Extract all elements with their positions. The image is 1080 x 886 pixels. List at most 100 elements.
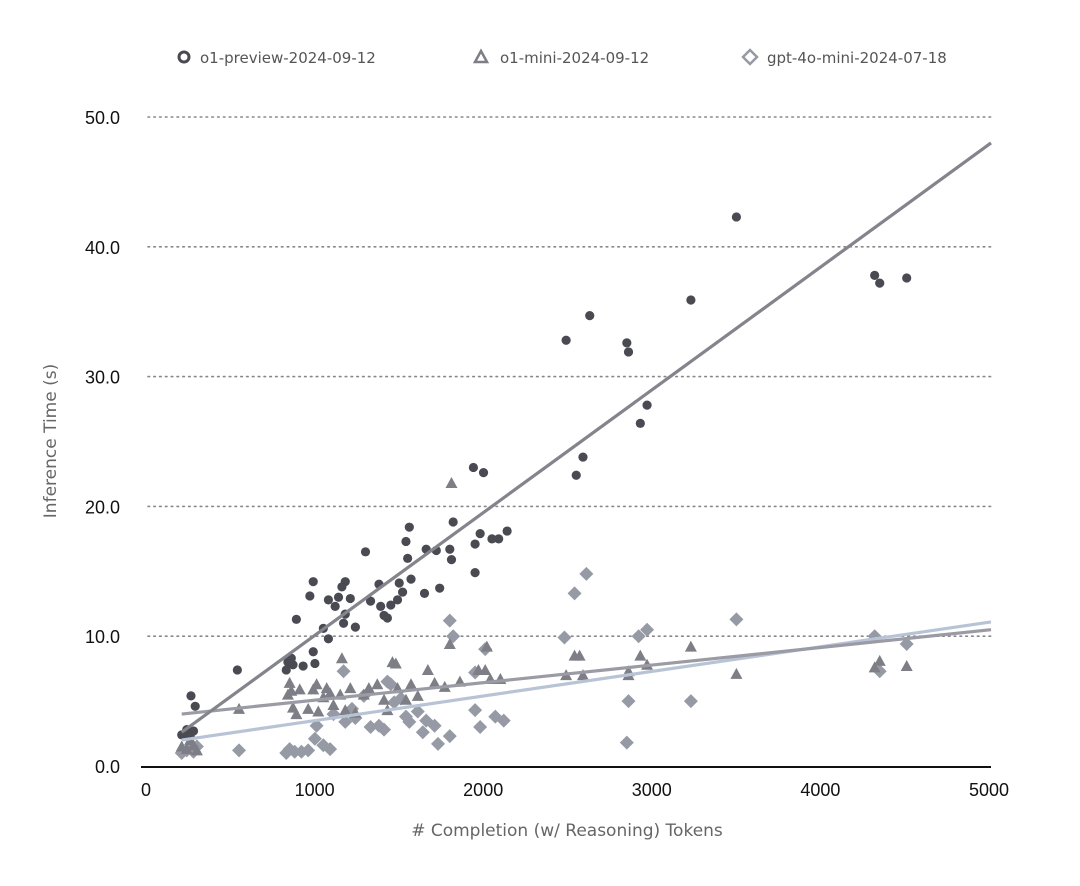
data-point-circle	[870, 270, 880, 280]
data-point-diamond	[621, 694, 636, 709]
data-point-diamond	[640, 622, 655, 637]
data-point-circle	[642, 400, 652, 410]
data-point-diamond	[442, 613, 457, 628]
legend-item-o1-preview: o1-preview-2024-09-12	[177, 49, 376, 67]
data-point-diamond	[473, 720, 488, 735]
data-point-circle	[470, 567, 480, 578]
data-point-diamond	[430, 736, 445, 751]
data-point-circle	[323, 595, 334, 605]
data-point-triangle	[480, 640, 493, 652]
data-point-triangle	[327, 698, 340, 710]
data-point-circle	[487, 534, 497, 544]
data-point-diamond	[567, 586, 582, 601]
data-point-triangle	[362, 682, 375, 694]
legend-circle-icon	[177, 50, 191, 64]
y-axis-ticks: 0.0 10.0 20.0 30.0 40.0 50.0	[85, 108, 120, 777]
x-tick-label: 5000	[969, 780, 1009, 800]
data-point-circle	[875, 278, 885, 288]
data-point-triangle	[634, 649, 647, 661]
legend-label: o1-mini-2024-09-12	[500, 49, 649, 67]
data-point-diamond	[631, 629, 646, 644]
data-point-circle	[365, 596, 376, 606]
data-point-circle	[281, 665, 291, 675]
data-point-triangle	[479, 663, 492, 675]
data-point-circle	[406, 574, 416, 584]
data-point-circle	[323, 634, 334, 644]
data-point-circle	[386, 600, 396, 610]
legend-item-gpt-4o-mini: gpt-4o-mini-2024-07-18	[741, 48, 947, 67]
data-point-diamond	[383, 677, 398, 692]
data-point-circle	[350, 622, 360, 632]
data-point-circle	[308, 577, 318, 587]
data-point-circle	[382, 613, 393, 623]
data-point-circle	[468, 462, 478, 473]
data-point-circle	[902, 273, 912, 283]
trend-line-circle	[180, 141, 992, 734]
data-point-circle	[345, 593, 355, 604]
series-circle-points	[177, 212, 912, 741]
legend-label: o1-preview-2024-09-12	[200, 49, 376, 67]
data-point-circle	[376, 601, 386, 611]
data-point-triangle	[324, 687, 337, 699]
data-point-diamond	[579, 566, 594, 581]
data-point-diamond	[415, 725, 430, 740]
data-point-triangle	[339, 704, 352, 716]
data-point-diamond	[323, 742, 338, 757]
data-point-triangle	[421, 663, 434, 675]
data-point-diamond	[496, 713, 511, 728]
data-point-circle	[623, 347, 634, 357]
data-point-circle	[333, 592, 344, 602]
legend: o1-preview-2024-09-12 o1-mini-2024-09-12…	[177, 48, 947, 67]
data-point-circle	[392, 595, 403, 605]
data-point-triangle	[399, 693, 412, 705]
data-point-triangle	[371, 678, 384, 690]
y-tick-label: 20.0	[85, 497, 120, 517]
data-point-diamond	[899, 636, 914, 651]
x-axis-ticks: 0 1000 2000 3000 4000 5000	[141, 780, 1009, 800]
x-tick-label: 4000	[800, 780, 840, 800]
data-point-triangle	[684, 640, 697, 652]
x-axis-title: # Completion (w/ Reasoning) Tokens	[411, 821, 723, 841]
data-point-diamond	[307, 731, 322, 746]
x-tick-label: 1000	[295, 780, 335, 800]
data-point-circle	[186, 691, 196, 701]
data-point-triangle	[873, 654, 886, 666]
data-point-circle	[445, 544, 455, 554]
data-point-diamond	[557, 630, 572, 645]
data-point-triangle	[180, 743, 193, 755]
y-axis-title: Inference Time (s)	[41, 364, 61, 518]
data-point-circle	[394, 578, 404, 588]
data-point-diamond	[729, 612, 744, 627]
data-point-triangle	[443, 637, 456, 649]
trend-line-diamond	[181, 620, 992, 742]
data-point-circle	[288, 660, 298, 670]
data-point-triangle	[310, 678, 323, 690]
data-point-circle	[502, 526, 512, 536]
data-point-circle	[308, 647, 318, 657]
data-point-triangle	[411, 689, 424, 701]
data-point-circle	[731, 212, 742, 222]
data-point-triangle	[428, 676, 441, 688]
data-point-triangle	[573, 649, 586, 661]
data-point-circle	[475, 529, 485, 539]
y-tick-label: 30.0	[85, 368, 120, 388]
data-point-triangle	[445, 477, 458, 489]
data-point-circle	[298, 661, 308, 671]
data-point-circle	[578, 452, 588, 462]
data-point-triangle	[868, 661, 881, 673]
data-point-circle	[340, 577, 350, 587]
x-tick-label: 0	[141, 780, 151, 800]
y-tick-label: 50.0	[85, 108, 120, 128]
data-point-diamond	[468, 703, 483, 718]
data-point-circle	[635, 418, 645, 428]
data-point-circle	[291, 614, 301, 624]
data-point-triangle	[285, 684, 298, 696]
data-point-circle	[338, 618, 349, 628]
data-point-triangle	[335, 652, 348, 664]
y-tick-label: 10.0	[85, 627, 120, 647]
legend-triangle-icon	[472, 48, 490, 64]
data-point-triangle	[302, 702, 315, 714]
data-point-circle	[571, 470, 581, 480]
data-point-triangle	[190, 744, 203, 756]
y-tick-label: 0.0	[95, 757, 120, 777]
